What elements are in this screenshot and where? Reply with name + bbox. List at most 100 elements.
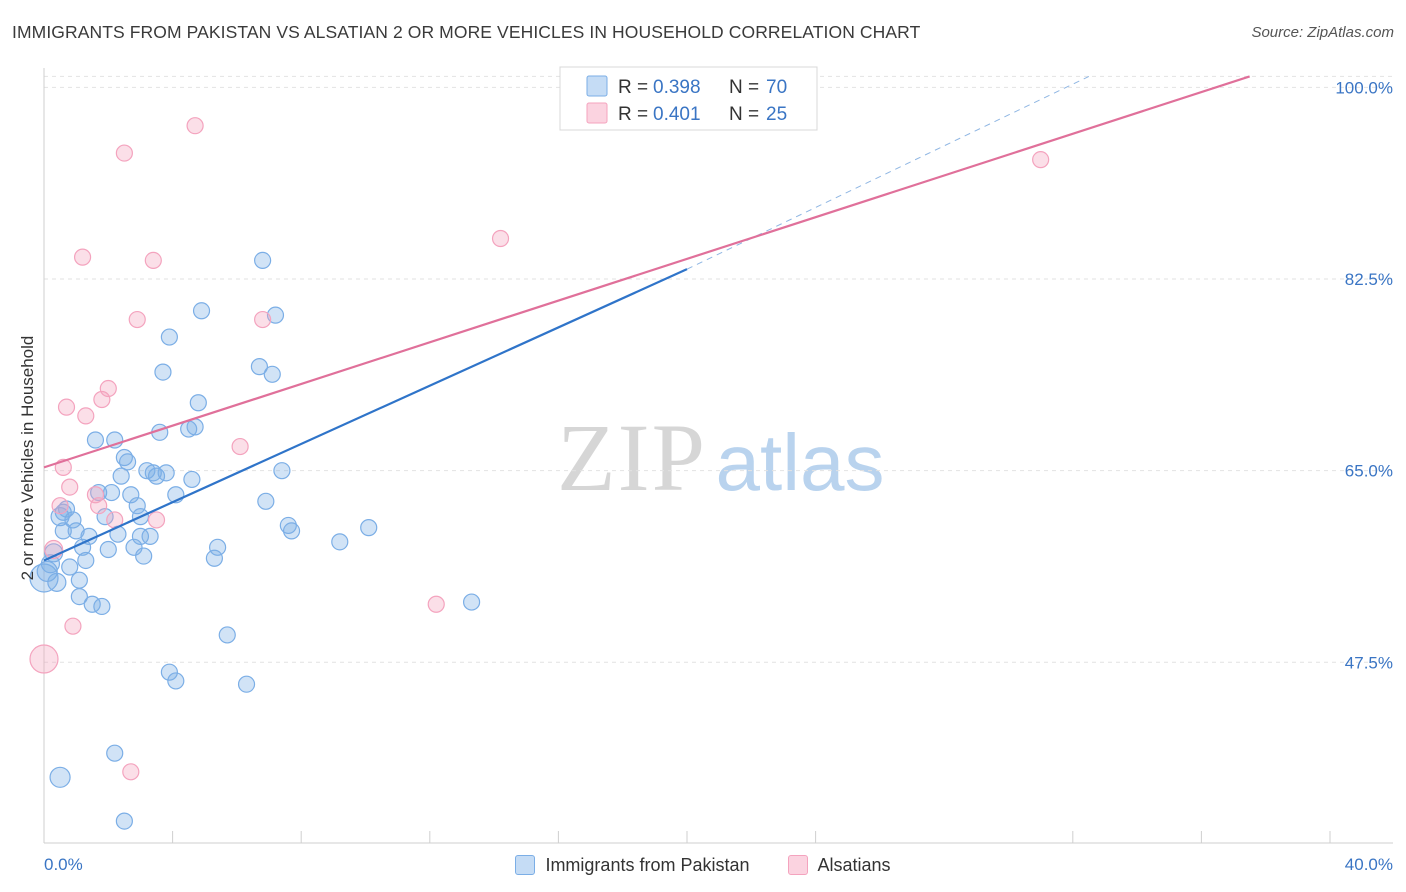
point-pakistan <box>250 358 269 376</box>
point-pakistan <box>189 394 207 412</box>
bottom-legend-item-pakistan: Immigrants from Pakistan <box>515 854 750 876</box>
chart-title: IMMIGRANTS FROM PAKISTAN VS ALSATIAN 2 O… <box>12 22 921 42</box>
point-pakistan <box>147 467 166 485</box>
y-tick-label: 100.0% <box>1335 78 1393 97</box>
x-tick-label: 0.0% <box>44 855 83 874</box>
point-pakistan <box>257 492 275 510</box>
point-pakistan <box>360 519 378 537</box>
point-pakistan <box>209 538 227 556</box>
point-pakistan <box>141 527 159 545</box>
point-pakistan <box>131 527 150 545</box>
y-tick-label: 82.5% <box>1345 270 1393 289</box>
point-pakistan <box>135 547 153 565</box>
x-tick-label: 40.0% <box>1345 855 1393 874</box>
point-pakistan <box>192 302 211 320</box>
point-pakistan <box>64 511 82 529</box>
point-pakistan <box>86 431 105 449</box>
bottom-legend-label-alsatian: Alsatians <box>817 854 891 875</box>
legend-n-label-pakistan: N = <box>729 77 759 98</box>
legend-r-label-pakistan: R = <box>618 77 648 98</box>
point-pakistan <box>183 470 201 489</box>
point-alsatian <box>128 310 146 329</box>
point-pakistan <box>67 522 85 540</box>
point-pakistan <box>61 558 79 576</box>
grid <box>44 75 1393 663</box>
point-pakistan <box>70 571 88 589</box>
point-pakistan <box>112 467 130 485</box>
tick-labels: 47.5% 65.0% 82.5% 100.0% 0.0% 40.0% <box>44 78 1393 874</box>
chart-source: Source: ZipAtlas.com <box>1251 24 1394 41</box>
point-alsatian <box>1032 151 1050 169</box>
series-alsatian-points <box>29 117 1050 781</box>
point-alsatian <box>115 144 133 162</box>
point-pakistan <box>47 572 67 592</box>
point-pakistan <box>106 744 124 762</box>
series-pakistan-points <box>29 67 577 830</box>
point-alsatian <box>186 117 204 135</box>
trend-line-pakistan-extension <box>686 75 1090 270</box>
point-pakistan <box>282 522 301 540</box>
point-pakistan <box>254 251 272 270</box>
point-pakistan <box>331 533 349 551</box>
point-pakistan <box>218 626 236 644</box>
point-pakistan <box>54 522 72 540</box>
point-pakistan <box>144 464 162 482</box>
legend-n-label-alsatian: N = <box>729 104 759 125</box>
point-pakistan <box>279 516 297 535</box>
point-alsatian <box>231 437 249 456</box>
point-pakistan <box>263 365 281 383</box>
point-pakistan <box>138 462 156 480</box>
legend-r-value-pakistan: 0.398 <box>653 77 701 98</box>
point-alsatian <box>57 398 76 416</box>
axes <box>43 68 1393 844</box>
legend-r-label-alsatian: R = <box>618 104 648 125</box>
point-alsatian <box>93 390 111 409</box>
point-alsatian <box>144 251 162 270</box>
trend-line-pakistan <box>43 268 688 562</box>
point-alsatian <box>254 310 272 329</box>
point-pakistan <box>128 497 146 515</box>
point-pakistan <box>160 663 178 681</box>
point-alsatian <box>491 229 510 248</box>
point-pakistan <box>462 593 481 611</box>
point-pakistan <box>237 675 256 693</box>
point-pakistan <box>266 306 285 324</box>
point-alsatian <box>99 379 117 398</box>
bottom-legend-label-pakistan: Immigrants from Pakistan <box>545 854 750 875</box>
point-pakistan <box>99 540 117 559</box>
point-alsatian <box>427 595 445 613</box>
legend-r-value-alsatian: 0.401 <box>653 104 701 125</box>
point-pakistan <box>167 672 185 690</box>
point-pakistan <box>273 462 291 480</box>
point-pakistan <box>102 483 121 502</box>
point-pakistan <box>77 551 95 570</box>
point-pakistan <box>115 812 133 830</box>
y-axis-label: 2 or more Vehicles in Household <box>18 336 37 581</box>
legend-n-value-alsatian: 25 <box>766 104 787 125</box>
point-alsatian <box>73 248 92 266</box>
stats-legend: R = 0.398 N = 70 R = 0.401 N = 25 <box>559 66 818 131</box>
y-tick-label: 65.0% <box>1345 462 1393 481</box>
point-alsatian <box>122 763 140 781</box>
point-pakistan <box>49 766 71 788</box>
bottom-legend-swatch-pakistan <box>515 855 536 875</box>
point-alsatian <box>77 407 95 425</box>
point-pakistan <box>93 597 111 616</box>
point-alsatian <box>51 497 69 515</box>
point-alsatian <box>64 617 82 635</box>
bottom-legend-swatch-alsatian <box>787 855 808 875</box>
point-alsatian <box>61 478 79 496</box>
point-pakistan <box>125 538 143 556</box>
legend-n-value-pakistan: 70 <box>766 77 787 98</box>
point-alsatian <box>29 644 59 674</box>
point-pakistan <box>122 486 140 504</box>
watermark-zip: ZIP <box>557 404 707 511</box>
point-alsatian <box>86 486 105 504</box>
legend-swatch-alsatian <box>586 102 608 124</box>
point-pakistan <box>96 508 114 526</box>
legend-swatch-pakistan <box>586 75 608 97</box>
bottom-legend-item-alsatian: Alsatians <box>787 854 891 876</box>
y-tick-label: 47.5% <box>1345 653 1393 672</box>
point-alsatian <box>90 497 108 515</box>
